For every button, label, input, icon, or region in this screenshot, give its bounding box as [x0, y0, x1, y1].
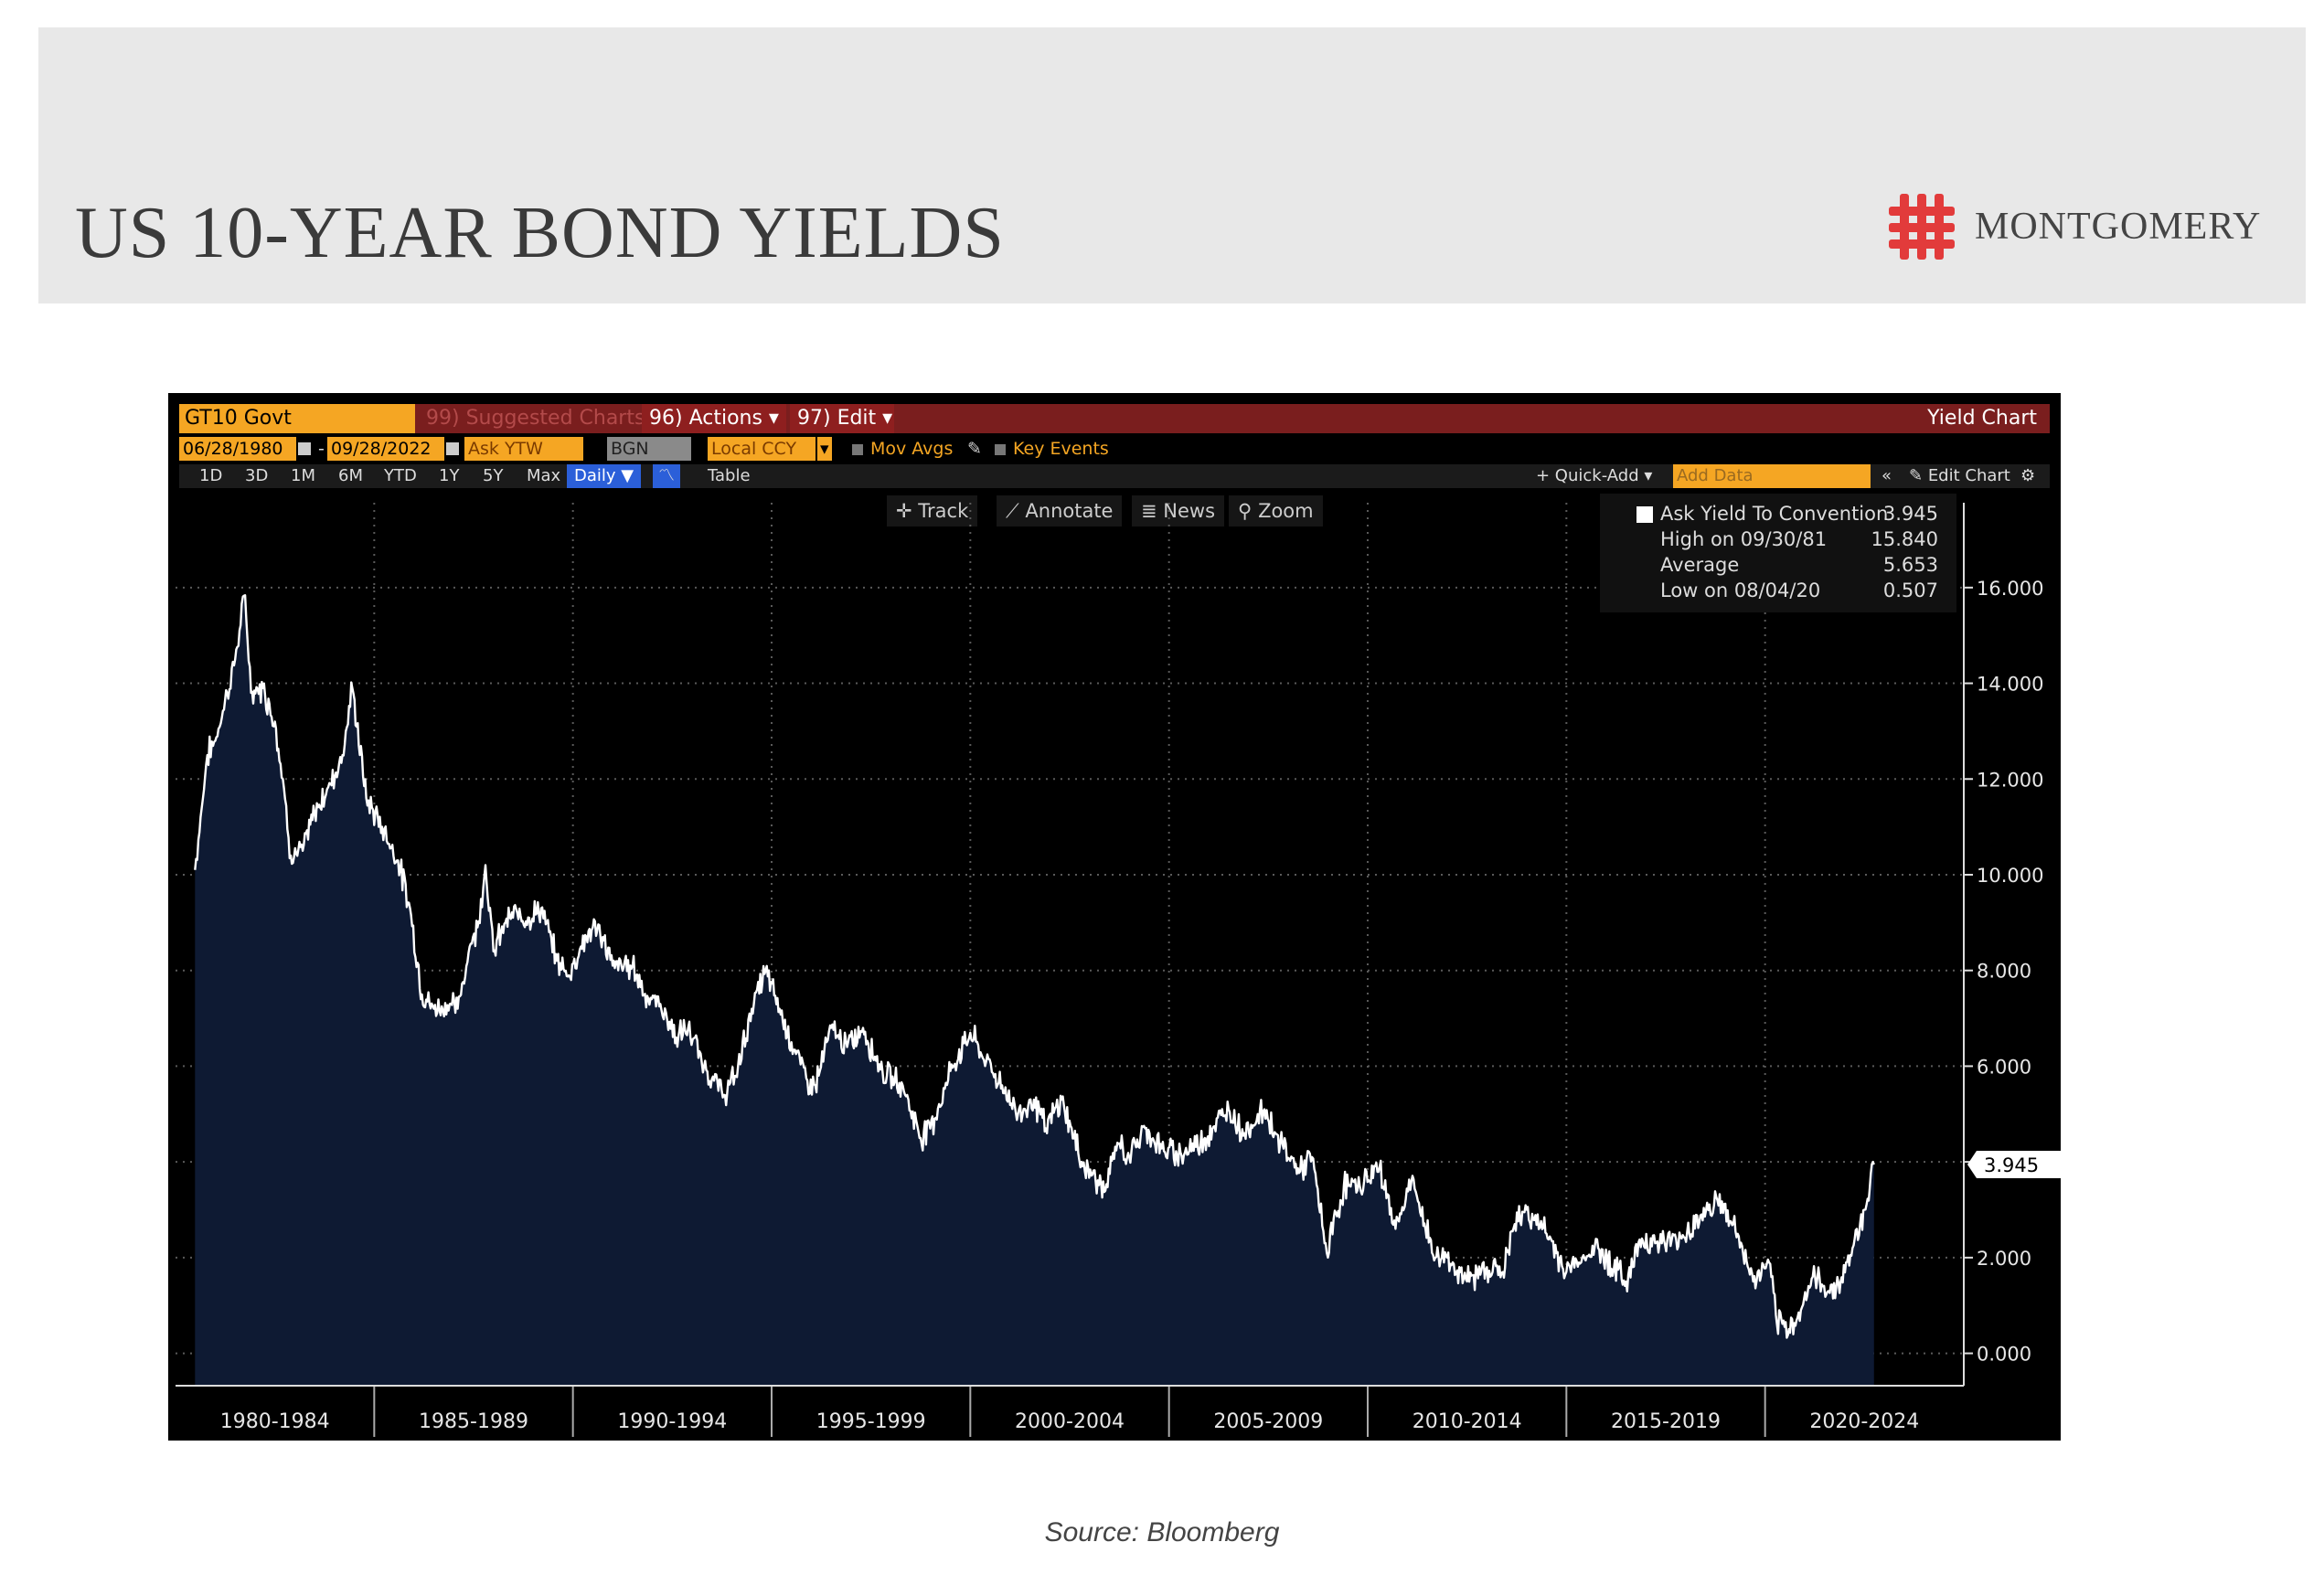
edit-chart-label: Edit Chart	[1927, 466, 2010, 485]
x-tick-label: 1990-1994	[617, 1410, 727, 1433]
currency-select[interactable]: Local CCY	[708, 437, 816, 461]
legend-average: Average 5.653	[1660, 552, 1947, 578]
magnifier-icon: ⚲	[1238, 500, 1259, 522]
y-tick-label: 12.000	[1977, 769, 2043, 791]
settings-bar: 06/28/1980 - 09/28/2022 Ask YTW BGN Loca…	[179, 437, 2050, 461]
x-tick-label: 2015-2019	[1611, 1410, 1721, 1433]
period-1m[interactable]: 1M	[291, 466, 315, 485]
y-tick-label: 16.000	[1977, 578, 2043, 600]
add-data-input[interactable]: Add Data	[1673, 464, 1871, 488]
news-icon: ≣	[1141, 500, 1164, 522]
source-note: Source: Bloomberg	[1044, 1517, 1280, 1547]
last-value-tag	[1967, 1151, 2061, 1179]
legend-high-value: 15.840	[1871, 528, 1938, 550]
suggested-charts-button[interactable]: 99) Suggested Charts	[426, 407, 645, 430]
period-bar: 1D 3D 1M 6M YTD 1Y 5Y Max Daily ▼ 〽 Tabl…	[179, 464, 2050, 488]
y-tick-label: 6.000	[1977, 1056, 2031, 1078]
actions-menu[interactable]: 96) Actions ▾	[642, 404, 786, 433]
x-tick-label: 1985-1989	[419, 1410, 528, 1433]
legend-average-label: Average	[1660, 554, 1740, 576]
field-select[interactable]: Ask YTW	[464, 437, 583, 461]
crosshair-icon: ✛	[896, 500, 919, 522]
period-1y[interactable]: 1Y	[439, 466, 460, 485]
y-tick-label: 0.000	[1977, 1344, 2031, 1366]
brand-name: MONTGOMERY	[1975, 206, 2262, 248]
legend-low-label: Low on 08/04/20	[1660, 580, 1821, 601]
yield-chart: 0.000 2.000 6.000 8.000 10.000 12.000 14.000 16…	[176, 503, 2061, 1437]
header-banner: US 10-YEAR BOND YIELDS MONTGOMERY	[38, 27, 2306, 303]
mov-avgs-label: Mov Avgs	[870, 439, 954, 459]
chart-legend: Ask Yield To Convention 3.945 High on 09…	[1600, 494, 1956, 612]
legend-series-value: 3.945	[1882, 503, 1938, 525]
collapse-icon[interactable]: «	[1882, 466, 1892, 485]
mov-avgs-toggle[interactable]: Mov Avgs	[848, 437, 986, 461]
y-tick-label: 8.000	[1977, 961, 2031, 983]
yield-area-fill	[195, 595, 1874, 1386]
period-3d[interactable]: 3D	[245, 466, 269, 485]
source-select[interactable]: BGN	[607, 437, 691, 461]
last-value-label: 3.945	[1984, 1154, 2039, 1176]
ticker-field[interactable]: GT10 Govt	[179, 404, 415, 433]
edit-chart-button[interactable]: ✎ Edit Chart	[1909, 464, 2010, 488]
y-tick-label: 2.000	[1977, 1248, 2031, 1270]
x-tick-label: 2005-2009	[1213, 1410, 1323, 1433]
checkbox-icon	[995, 443, 1006, 455]
x-tick-label: 1995-1999	[816, 1410, 926, 1433]
x-tick-label: 1980-1984	[220, 1410, 330, 1433]
annotate-tool[interactable]: ⟋ Annotate	[997, 495, 1123, 526]
brand: MONTGOMERY	[1885, 190, 2261, 263]
x-tick-label: 2000-2004	[1015, 1410, 1125, 1433]
key-events-label: Key Events	[1013, 439, 1109, 459]
montgomery-logo-icon	[1889, 194, 1955, 260]
y-tick-label: 14.000	[1977, 674, 2043, 696]
zoom-label: Zoom	[1258, 500, 1314, 522]
date-separator: -	[318, 439, 325, 459]
legend-low-value: 0.507	[1882, 580, 1938, 601]
period-6m[interactable]: 6M	[338, 466, 363, 485]
checkbox-icon	[852, 443, 863, 455]
quick-add-button[interactable]: + Quick-Add ▾	[1536, 466, 1653, 485]
edit-menu[interactable]: 97) Edit ▾	[790, 404, 894, 433]
pencil-icon: ✎	[1909, 466, 1928, 485]
frequency-select[interactable]: Daily ▼	[567, 464, 642, 488]
legend-series[interactable]: Ask Yield To Convention 3.945	[1636, 501, 1947, 526]
legend-average-value: 5.653	[1882, 554, 1938, 576]
x-tick-label: 2020-2024	[1809, 1410, 1919, 1433]
legend-series-label: Ask Yield To Convention	[1660, 503, 1889, 525]
news-label: News	[1163, 500, 1216, 522]
line-chart-icon[interactable]: 〽	[653, 464, 680, 488]
currency-dropdown-icon[interactable]: ▾	[817, 437, 832, 461]
yield-series-line	[194, 594, 1875, 1339]
pencil-icon[interactable]: ✎	[967, 439, 982, 459]
page-title: US 10-YEAR BOND YIELDS	[75, 193, 1005, 273]
legend-low: Low on 08/04/20 0.507	[1660, 578, 1947, 603]
y-tick-label: 10.000	[1977, 865, 2043, 887]
legend-swatch	[1636, 506, 1653, 523]
period-1d[interactable]: 1D	[199, 466, 223, 485]
gear-icon[interactable]: ⚙	[2020, 466, 2036, 485]
annotate-icon: ⟋	[1006, 500, 1026, 522]
chart-type-title: Yield Chart	[1927, 407, 2037, 430]
period-5y[interactable]: 5Y	[483, 466, 504, 485]
key-events-toggle[interactable]: Key Events	[991, 437, 1156, 461]
start-date-field[interactable]: 06/28/1980	[179, 437, 296, 461]
table-view-button[interactable]: Table	[708, 466, 751, 485]
end-date-field[interactable]: 09/28/2022	[327, 437, 444, 461]
annotate-label: Annotate	[1025, 500, 1114, 522]
track-tool[interactable]: ✛ Track	[887, 495, 978, 526]
period-ytd[interactable]: YTD	[384, 466, 417, 485]
axes: 0.000 2.000 6.000 8.000 10.000 12.000 14.000 16…	[176, 503, 2061, 1437]
period-max[interactable]: Max	[527, 466, 561, 485]
legend-high-label: High on 09/30/81	[1660, 528, 1828, 550]
zoom-tool[interactable]: ⚲ Zoom	[1229, 495, 1323, 526]
bloomberg-terminal: GT10 Govt 99) Suggested Charts 96) Actio…	[168, 393, 2061, 1441]
calendar-icon[interactable]	[298, 442, 311, 455]
news-tool[interactable]: ≣ News	[1132, 495, 1225, 526]
legend-high: High on 09/30/81 15.840	[1660, 526, 1947, 552]
x-tick-label: 2010-2014	[1413, 1410, 1522, 1433]
command-bar: GT10 Govt 99) Suggested Charts 96) Actio…	[179, 404, 2050, 433]
calendar-icon[interactable]	[446, 442, 459, 455]
track-label: Track	[918, 500, 969, 522]
